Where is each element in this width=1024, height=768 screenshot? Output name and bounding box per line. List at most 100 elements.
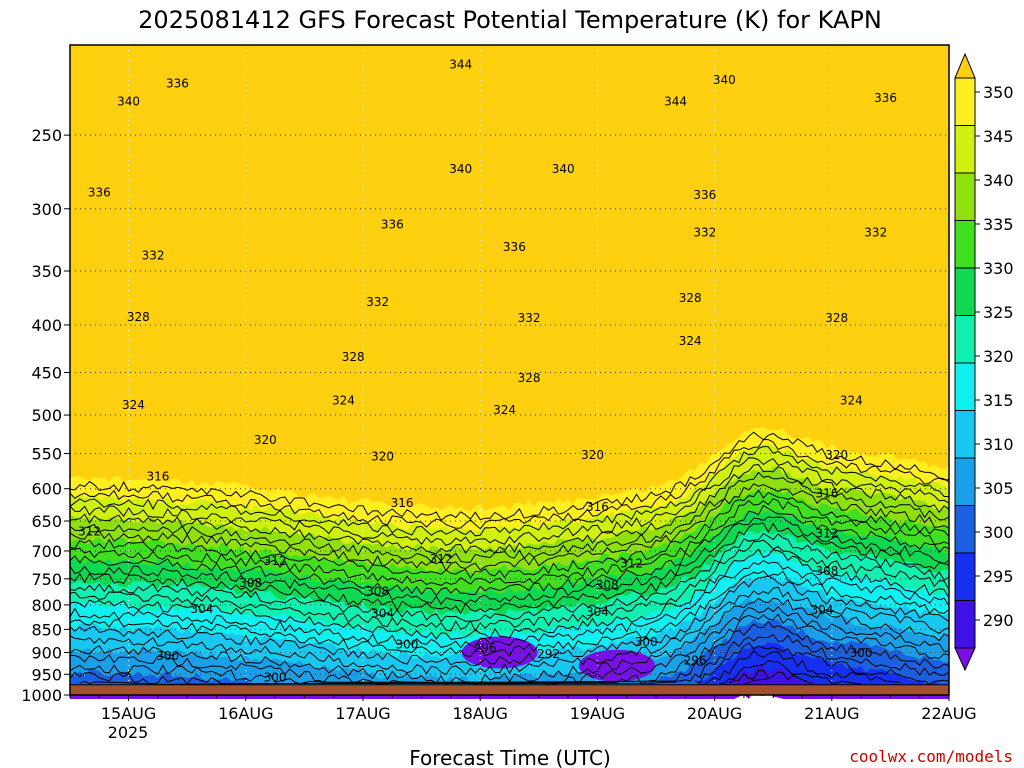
contour-label: 296 [684, 653, 707, 667]
contour-label: 316 [815, 486, 838, 500]
contour-label: 328 [342, 350, 365, 364]
contour-300 [694, 642, 950, 685]
contour-label: 316 [146, 469, 169, 483]
colorbar-label: 350 [983, 83, 1014, 102]
contour-label: 304 [811, 603, 834, 617]
colorbar-box [954, 600, 976, 649]
colorbar-box [954, 220, 976, 269]
contour-labels: 344 336 340 344 340 336 340 340 336 336 336 336 332 3… [78, 58, 897, 685]
contour-344 [69, 445, 949, 537]
contour-334 [69, 489, 950, 579]
colorbar-box [954, 267, 976, 316]
contour-label: 312 [78, 524, 101, 538]
contour-label: 316 [391, 496, 414, 510]
contour-346 [69, 438, 950, 530]
colorbar-box [954, 362, 976, 411]
contour-332 [69, 497, 950, 586]
y-tick-label: 350 [31, 262, 62, 281]
colorbar-label: 330 [983, 259, 1014, 278]
chart-title: 2025081412 GFS Forecast Potential Temper… [138, 6, 882, 34]
contour-338 [69, 471, 950, 563]
contour-label: 332 [142, 249, 165, 263]
colorbar-box [954, 505, 976, 554]
x-tick-label: 22AUG [921, 704, 976, 723]
contour-342 [69, 457, 950, 547]
y-tick-label: 1000 [21, 686, 62, 705]
y-tick-label: 850 [31, 620, 62, 639]
y-tick-label: 500 [31, 406, 62, 425]
contour-294 [729, 670, 813, 685]
contour-316 [69, 570, 950, 658]
contour-label: 332 [518, 311, 541, 325]
contour-label: 312 [264, 554, 287, 568]
colorbar-bottom-arrow [954, 647, 976, 672]
contour-label: 324 [493, 403, 516, 417]
contour-label: 332 [366, 295, 389, 309]
x-tick-label: 20AUG [687, 704, 742, 723]
contour-label: 324 [332, 393, 355, 407]
colorbar-label: 310 [983, 435, 1014, 454]
y-tick-label: 650 [31, 512, 62, 531]
contour-label: 324 [840, 393, 863, 407]
colorbar-box [954, 552, 976, 601]
x-tick-label: 16AUG [218, 704, 273, 723]
contour-314 [69, 575, 950, 667]
contour-lines [69, 431, 950, 686]
contour-302 [79, 634, 950, 685]
y-axis: 250 300 350 400 450 500 550 600 650 700 750 800 850 9… [21, 126, 70, 705]
contour-label: 308 [596, 578, 619, 592]
x-axis: 15AUG 16AUG 17AUG 18AUG 19AUG 20AUG 21AUG 22AUG [69, 695, 977, 723]
colorbar-box [954, 315, 976, 364]
cold-pocket-1 [578, 649, 655, 682]
x-tick-label: 17AUG [335, 704, 390, 723]
colorbar-label: 305 [983, 479, 1014, 498]
contour-label: 328 [825, 311, 848, 325]
contour-326 [69, 522, 950, 615]
colorbar-label: 320 [983, 347, 1014, 366]
colorbar-label: 315 [983, 391, 1014, 410]
colorbar-box [954, 125, 976, 174]
cold-pocket-0 [461, 636, 538, 669]
contour-label: 340 [449, 162, 472, 176]
contour-336 [69, 483, 950, 572]
contour-312 [69, 586, 950, 676]
colorbar-label: 290 [983, 611, 1014, 630]
colorbar: 350 345 340 335 330 325 320 315 310 305 300 295 290 [954, 52, 1014, 672]
contour-318 [69, 559, 950, 649]
x-tick-label: 21AUG [804, 704, 859, 723]
contour-label: 308 [366, 585, 389, 599]
y-tick-label: 450 [31, 364, 62, 383]
contour-292 [743, 678, 769, 685]
contour-label: 300 [850, 646, 873, 660]
contour-340 [69, 464, 950, 555]
contour-324 [69, 532, 950, 623]
contour-label: 304 [586, 605, 609, 619]
credit-text: coolwx.com/models [849, 747, 1013, 766]
ground [69, 684, 950, 696]
colorbar-label: 325 [983, 303, 1014, 322]
contour-label: 316 [586, 500, 609, 514]
y-tick-label: 300 [31, 200, 62, 219]
y-tick-label: 700 [31, 542, 62, 561]
contour-label: 300 [635, 635, 658, 649]
contour-label: 332 [693, 225, 716, 239]
contour-label: 324 [679, 334, 702, 348]
contour-label: 300 [156, 649, 179, 663]
contour-label: 324 [122, 398, 145, 412]
contour-label: 340 [117, 94, 140, 108]
contour-304 [69, 620, 950, 686]
colorbar-label: 300 [983, 523, 1014, 542]
contour-label: 320 [254, 433, 277, 447]
contour-label: 308 [239, 576, 262, 590]
colorbar-box [954, 77, 976, 126]
contour-label: 340 [552, 162, 575, 176]
y-tick-label: 550 [31, 445, 62, 464]
contour-label: 336 [503, 240, 526, 254]
contour-306 [69, 613, 950, 685]
y-tick-label: 750 [31, 570, 62, 589]
y-tick-label: 400 [31, 316, 62, 335]
contour-label: 300 [264, 671, 287, 685]
contour-label: 312 [430, 552, 453, 566]
contour-label: 320 [371, 449, 394, 463]
colorbar-box [954, 410, 976, 459]
